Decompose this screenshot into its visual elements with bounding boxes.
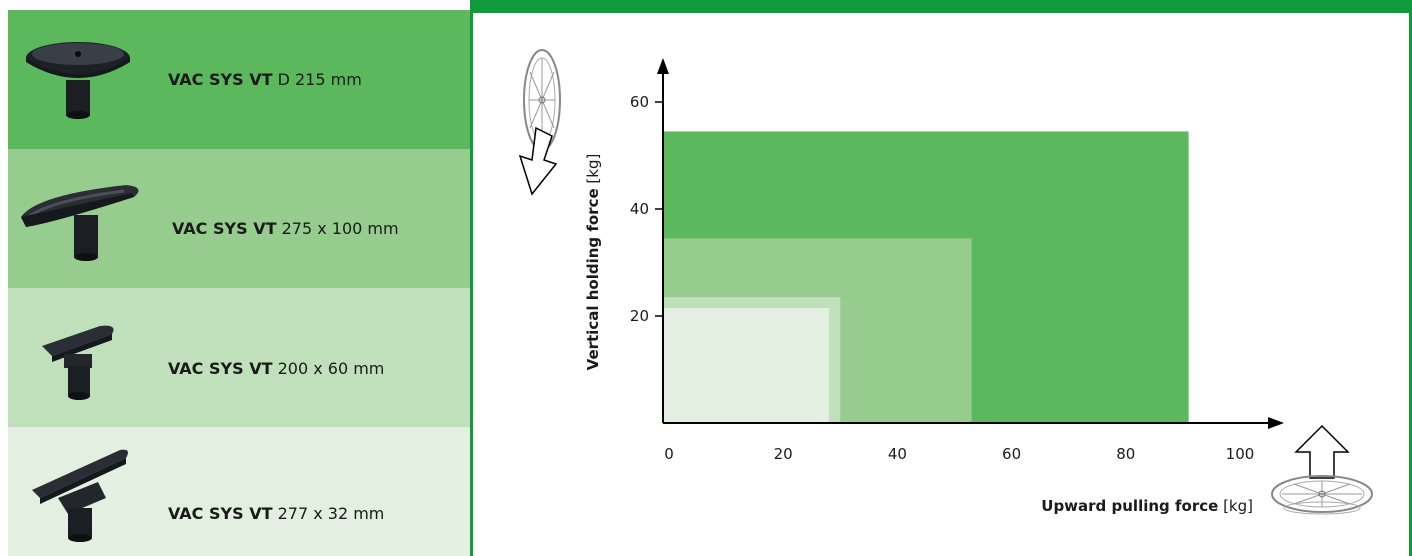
force-area-4: [663, 307, 829, 423]
product-row-3: VAC SYS VT 200 x 60 mm: [8, 288, 470, 427]
product-list: VAC SYS VT D 215 mm VAC SYS VT 275 x 100…: [8, 10, 470, 556]
x-axis-arrowhead: [1268, 417, 1284, 429]
x-tick-label: 40: [888, 445, 907, 463]
product-label-3: VAC SYS VT 200 x 60 mm: [168, 359, 385, 378]
chart-panel: 0 20 40 60 80 100 20 40 60 Vertical holding forc…: [470, 0, 1412, 556]
x-tick-label: 80: [1116, 445, 1135, 463]
product-row-1: VAC SYS VT D 215 mm: [8, 10, 470, 149]
tick-group: 0 20 40 60 80 100 20 40 60: [630, 93, 1254, 463]
holding-force-chart: 0 20 40 60 80 100 20 40 60 Vertical holding forc…: [518, 49, 1373, 515]
suction-cup-oval-icon: [21, 185, 139, 261]
x-tick-label: 20: [774, 445, 793, 463]
x-tick-label: 0: [664, 445, 674, 463]
product-label-2: VAC SYS VT 275 x 100 mm: [172, 219, 399, 238]
suction-cup-round-icon: [26, 42, 130, 119]
force-area-group: [663, 131, 1189, 424]
product-row-4: VAC SYS VT 277 x 32 mm: [8, 427, 470, 556]
wheel-vertical-icon: [523, 49, 561, 151]
up-arrow-icon: [1294, 424, 1350, 479]
product-label-4: VAC SYS VT 277 x 32 mm: [168, 504, 385, 523]
y-tick-label: 40: [630, 200, 649, 218]
y-tick-label: 20: [630, 307, 649, 325]
y-axis-title: Vertical holding force [kg]: [584, 154, 602, 371]
wheel-horizontal-icon: [1271, 475, 1373, 515]
y-tick-label: 60: [630, 93, 649, 111]
suction-cup-rect-icon: [42, 325, 114, 400]
suction-cup-narrow-icon: [32, 449, 128, 542]
x-axis-title: Upward pulling force [kg]: [1041, 497, 1253, 515]
product-row-2: VAC SYS VT 275 x 100 mm: [8, 149, 470, 288]
y-axis-title-unit: [kg]: [584, 154, 602, 184]
y-axis-title-bold: Vertical holding force: [584, 188, 602, 370]
x-tick-label: 60: [1002, 445, 1021, 463]
y-axis-arrowhead: [657, 58, 669, 74]
x-tick-label: 100: [1226, 445, 1255, 463]
down-arrow-icon: [518, 126, 558, 196]
x-axis-title-unit: [kg]: [1223, 497, 1253, 515]
x-axis-title-bold: Upward pulling force: [1041, 497, 1218, 515]
axes: [657, 58, 1284, 429]
product-label-1: VAC SYS VT D 215 mm: [168, 70, 362, 89]
